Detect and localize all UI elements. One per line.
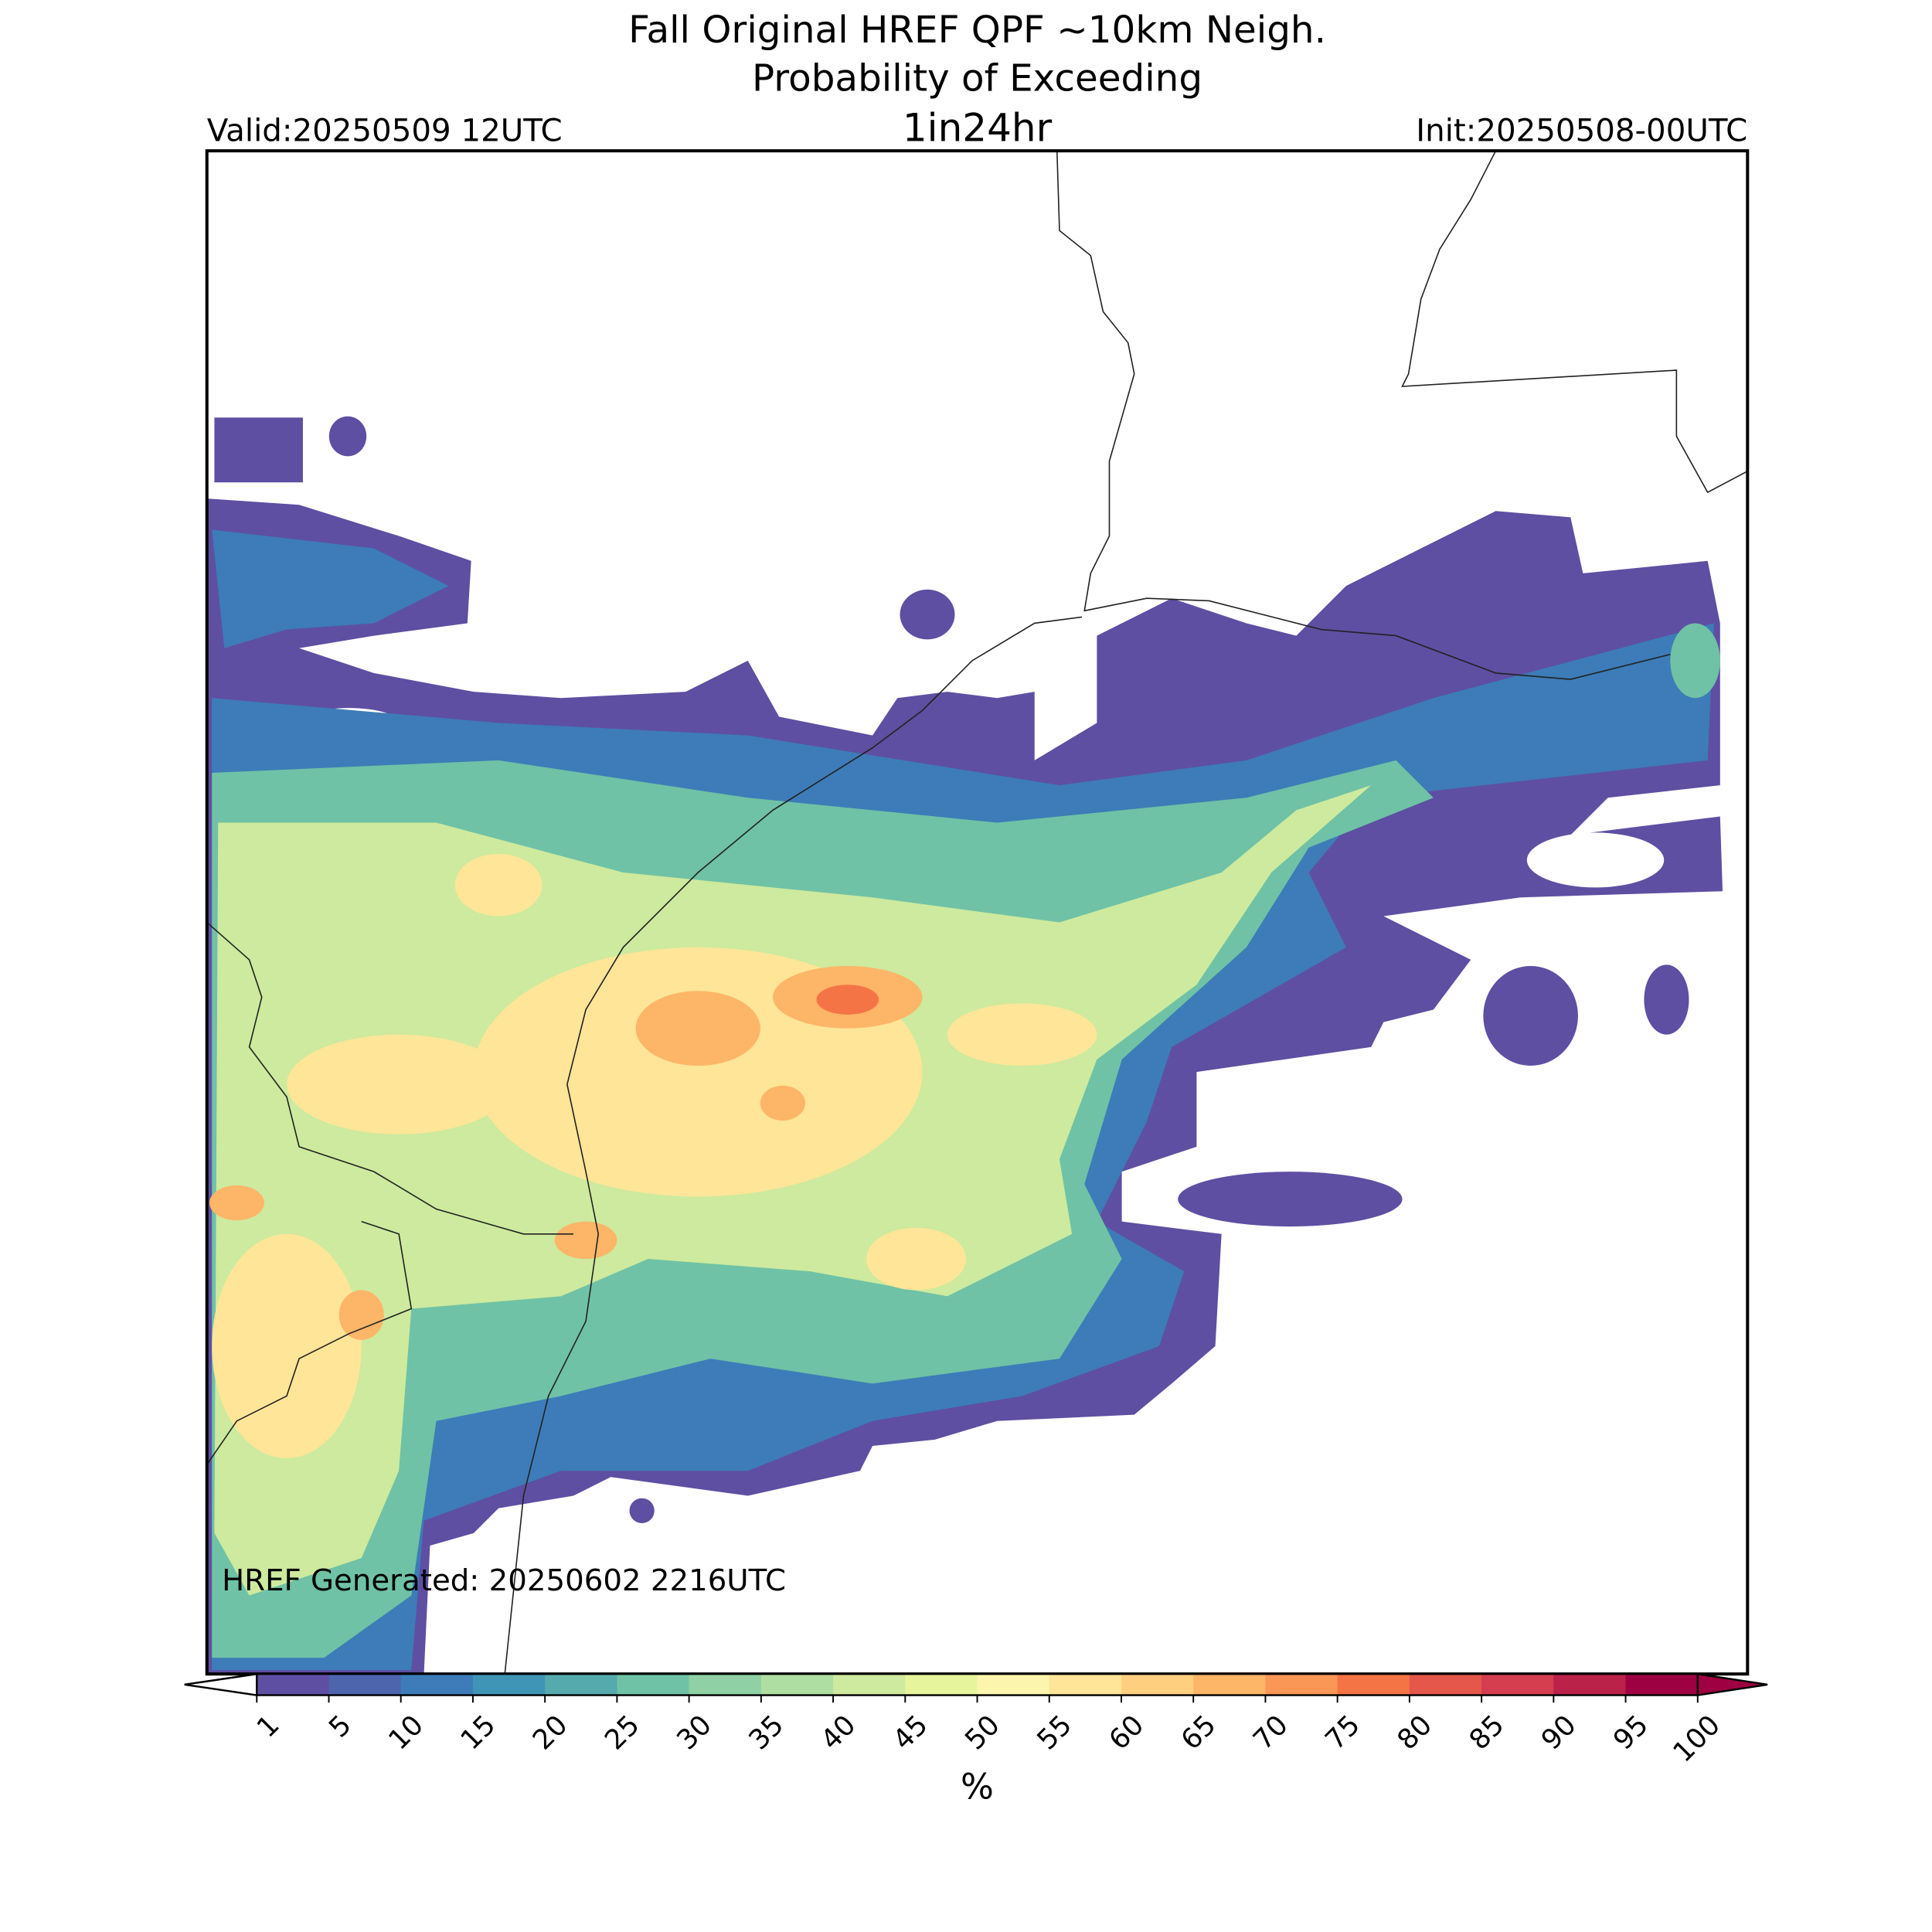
colorbar-tick-label: 70	[1247, 1709, 1294, 1757]
colorbar-under	[184, 1672, 258, 1696]
colorbar-segment	[1193, 1674, 1267, 1696]
colorbar-segment	[760, 1674, 834, 1696]
title: Fall Original HREF QPF ~10km Neigh.	[628, 9, 1326, 52]
colorbar-tick-label: 65	[1175, 1709, 1223, 1757]
colorbar-segment	[617, 1674, 690, 1696]
colorbar-segment	[689, 1674, 762, 1696]
colorbar-label: %	[961, 1766, 994, 1807]
colorbar-segment	[1481, 1674, 1555, 1696]
colorbar-segment	[1625, 1674, 1699, 1696]
colorbar-tick-label: 25	[599, 1709, 646, 1757]
subtitle: Probability of Exceeding	[752, 57, 1202, 100]
colorbar-tick-label: 30	[671, 1709, 718, 1757]
colorbar-tick-label: 55	[1031, 1709, 1078, 1757]
colorbar-segment	[905, 1674, 978, 1696]
colorbar-tick-label: 10	[383, 1709, 430, 1757]
colorbar-segment	[1337, 1674, 1410, 1696]
period: 1in24hr	[903, 105, 1053, 150]
colorbar-tick-label: 60	[1103, 1709, 1150, 1757]
footnote: HREF Generated: 20250602 2216UTC	[222, 1563, 786, 1598]
colorbar-segment	[1553, 1674, 1627, 1696]
colorbar: 1 5 10 15 20 25 30 35 40 45 50 55 60 65 70 75 80 85 90 95 10…	[184, 1672, 1768, 1769]
colorbar-tick-label: 90	[1536, 1709, 1583, 1757]
colorbar-over	[1696, 1672, 1768, 1696]
colorbar-segment	[257, 1674, 330, 1696]
map-field	[206, 151, 1748, 1675]
colorbar-segment	[545, 1674, 618, 1696]
colorbar-tick-label: 20	[527, 1709, 574, 1757]
colorbar-segment	[1409, 1674, 1482, 1696]
colorbar-segment	[328, 1674, 402, 1696]
colorbar-tick-label: 35	[743, 1709, 790, 1757]
colorbar-tick-label: 45	[887, 1709, 934, 1757]
colorbar-segment	[400, 1674, 474, 1696]
colorbar-tick-label: 15	[454, 1709, 502, 1757]
colorbar-segment	[1265, 1674, 1338, 1696]
colorbar-segment	[472, 1674, 546, 1696]
colorbar-tick-label: 75	[1319, 1709, 1366, 1757]
colorbar-tick-label: 40	[815, 1709, 862, 1757]
colorbar-tick-label: 50	[959, 1709, 1006, 1757]
init-time: Init:20250508-00UTC	[1416, 112, 1747, 148]
colorbar-segment	[1121, 1674, 1194, 1696]
colorbar-tick-label: 100	[1667, 1709, 1726, 1769]
colorbar-tick-label: 95	[1607, 1709, 1655, 1757]
colorbar-segment	[977, 1674, 1050, 1696]
colorbar-tick-label: 80	[1391, 1709, 1438, 1757]
colorbar-tick-label: 1	[251, 1709, 286, 1744]
colorbar-segment	[1049, 1674, 1122, 1696]
valid-time: Valid:20250509 12UTC	[207, 112, 563, 148]
colorbar-tick-label: 5	[323, 1709, 358, 1744]
colorbar-segment	[833, 1674, 906, 1696]
colorbar-tick-label: 85	[1464, 1709, 1511, 1757]
